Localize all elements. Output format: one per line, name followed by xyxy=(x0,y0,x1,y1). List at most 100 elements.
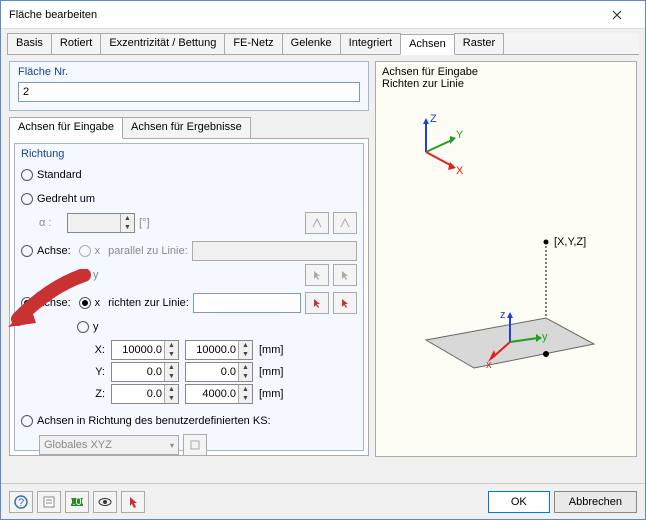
titlebar: Fläche bearbeiten xyxy=(1,1,645,29)
parallel-line-input xyxy=(192,241,357,261)
radio-standard[interactable] xyxy=(21,169,33,181)
cursor-red-icon xyxy=(311,297,323,309)
coord-z1-input[interactable] xyxy=(112,385,164,403)
svg-text:X: X xyxy=(456,165,464,177)
close-button[interactable] xyxy=(597,2,637,28)
svg-text:y: y xyxy=(542,331,548,343)
surface-number-group: Fläche Nr. xyxy=(9,61,369,111)
radio-axis-to-line-y[interactable] xyxy=(77,321,89,333)
pick-line-btn-1[interactable] xyxy=(305,292,329,314)
help-button[interactable]: ? xyxy=(9,491,33,513)
coord-z2-input[interactable] xyxy=(186,385,238,403)
radio-axis-to-line-x[interactable] xyxy=(79,297,91,309)
main-tabstrip: Basis Rotiert Exzentrizität / Bettung FE… xyxy=(7,33,639,55)
alpha-input xyxy=(68,214,120,232)
coord-y2-spinner[interactable]: ▲▼ xyxy=(185,362,253,382)
preview-graphic: Z Y X [X,Y,Z] z xyxy=(376,102,636,452)
pick-parallel-btn-2 xyxy=(333,264,357,286)
coord-y1-input[interactable] xyxy=(112,363,164,381)
svg-text:z: z xyxy=(500,309,506,321)
tab-rotiert[interactable]: Rotiert xyxy=(51,33,101,54)
pick-icon xyxy=(339,217,351,229)
tab-raster[interactable]: Raster xyxy=(454,33,504,54)
surface-number-input[interactable] xyxy=(18,82,360,102)
preview-title: Achsen für Eingabe Richten zur Linie xyxy=(376,62,636,94)
ok-button[interactable]: OK xyxy=(488,491,550,513)
tab-fenetz[interactable]: FE-Netz xyxy=(224,33,282,54)
coord-y-label: Y: xyxy=(91,366,105,378)
note-button[interactable] xyxy=(37,491,61,513)
window-title: Fläche bearbeiten xyxy=(9,9,597,21)
svg-text:?: ? xyxy=(18,497,24,509)
svg-text:Y: Y xyxy=(456,129,464,141)
axis-to-line-x-label: x xyxy=(95,297,101,309)
coord-z-unit: [mm] xyxy=(259,388,283,400)
coord-x1-spinner[interactable]: ▲▼ xyxy=(111,340,179,360)
radio-axis-parallel[interactable] xyxy=(21,245,33,257)
tab-gelenke[interactable]: Gelenke xyxy=(282,33,341,54)
inner-tabstrip: Achsen für Eingabe Achsen für Ergebnisse xyxy=(9,117,369,139)
alpha-label: α : xyxy=(39,217,63,229)
left-panel: Fläche Nr. Achsen für Eingabe Achsen für… xyxy=(9,61,369,457)
cursor-icon xyxy=(339,269,351,281)
coord-x-unit: [mm] xyxy=(259,344,283,356)
svg-text:0.00: 0.00 xyxy=(70,496,84,508)
view-button[interactable] xyxy=(93,491,117,513)
surface-number-label: Fläche Nr. xyxy=(18,66,360,78)
value-button[interactable]: 0.00 xyxy=(65,491,89,513)
tab-basis[interactable]: Basis xyxy=(7,33,52,54)
cancel-button[interactable]: Abbrechen xyxy=(554,491,637,513)
svg-text:Z: Z xyxy=(430,113,437,125)
note-icon xyxy=(42,495,56,509)
tab-achsen[interactable]: Achsen xyxy=(400,34,455,55)
axis-parallel-x-label: x xyxy=(95,245,101,257)
close-icon xyxy=(612,10,622,20)
chevron-down-icon: ▾ xyxy=(170,441,174,450)
coord-z2-spinner[interactable]: ▲▼ xyxy=(185,384,253,404)
pick-angle-btn-2 xyxy=(333,212,357,234)
pick-line-btn-2[interactable] xyxy=(333,292,357,314)
radio-standard-label: Standard xyxy=(37,169,82,181)
radio-user-cs[interactable] xyxy=(21,415,33,427)
pick-button[interactable] xyxy=(121,491,145,513)
coord-x2-spinner[interactable]: ▲▼ xyxy=(185,340,253,360)
dialog-footer: ? 0.00 OK Abbrechen xyxy=(1,483,645,519)
preview-panel: Achsen für Eingabe Richten zur Linie Z Y… xyxy=(375,61,637,457)
svg-text:[X,Y,Z]: [X,Y,Z] xyxy=(554,236,586,248)
help-icon: ? xyxy=(14,495,28,509)
direction-panel: Richtung Standard Gedreht um α : xyxy=(9,138,369,456)
tab-axes-input[interactable]: Achsen für Eingabe xyxy=(9,117,123,139)
coord-z1-spinner[interactable]: ▲▼ xyxy=(111,384,179,404)
radio-rotated-label: Gedreht um xyxy=(37,193,95,205)
axis-parallel-text: parallel zu Linie: xyxy=(108,245,188,257)
tab-integriert[interactable]: Integriert xyxy=(340,33,401,54)
user-cs-value: Globales XYZ xyxy=(44,439,112,451)
dialog-window: Fläche bearbeiten Basis Rotiert Exzentri… xyxy=(0,0,646,520)
tab-axes-results[interactable]: Achsen für Ergebnisse xyxy=(122,117,251,139)
axis-to-line-y-label: y xyxy=(93,321,99,333)
coord-y1-spinner[interactable]: ▲▼ xyxy=(111,362,179,382)
radio-axis-to-line[interactable] xyxy=(21,297,33,309)
radio-axis-parallel-y xyxy=(77,269,89,281)
coord-x1-input[interactable] xyxy=(112,341,164,359)
coord-x2-input[interactable] xyxy=(186,341,238,359)
coord-x-label: X: xyxy=(91,344,105,356)
cursor-icon xyxy=(311,269,323,281)
coord-z-label: Z: xyxy=(91,388,105,400)
coord-y2-input[interactable] xyxy=(186,363,238,381)
axis-to-line-text: richten zur Linie: xyxy=(108,297,189,309)
cursor-red-icon xyxy=(339,297,351,309)
pick-parallel-btn-1 xyxy=(305,264,329,286)
cursor-icon xyxy=(126,495,140,509)
radio-axis-parallel-x xyxy=(79,245,91,257)
alpha-unit: [°] xyxy=(139,217,150,229)
axis-to-line-label: Achse: xyxy=(37,297,71,309)
pick-angle-btn-1 xyxy=(305,212,329,234)
to-line-input[interactable] xyxy=(193,293,301,313)
tab-exzentrizitaet[interactable]: Exzentrizität / Bettung xyxy=(100,33,225,54)
radio-rotated[interactable] xyxy=(21,193,33,205)
direction-title: Richtung xyxy=(21,148,357,160)
eye-icon xyxy=(98,495,112,509)
user-cs-label: Achsen in Richtung des benutzerdefiniert… xyxy=(37,415,271,427)
axis-parallel-label: Achse: xyxy=(37,245,71,257)
